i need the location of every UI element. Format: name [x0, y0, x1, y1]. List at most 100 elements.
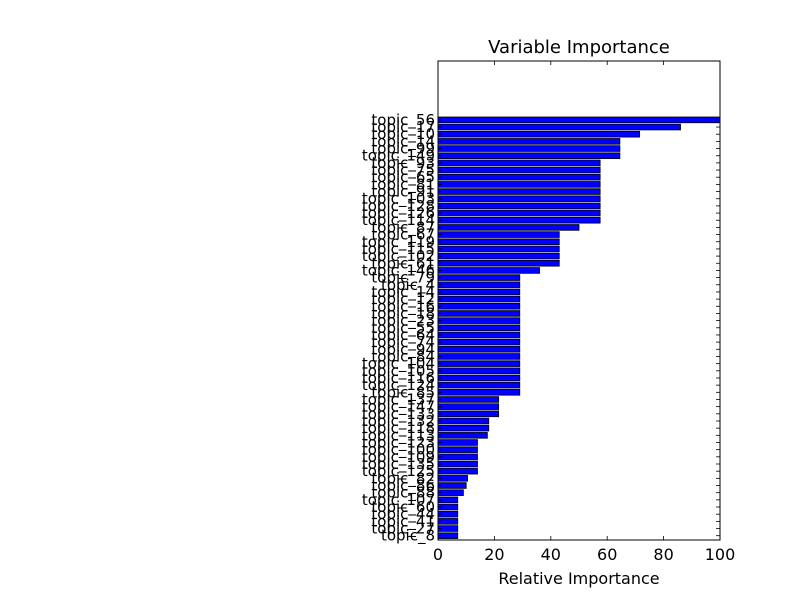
bar-topic_64 — [437, 331, 521, 339]
bar-topic_128 — [437, 202, 601, 210]
bar-topic_149 — [437, 152, 621, 159]
y-tick-label: topic_94 — [371, 340, 435, 359]
bar-topic_87 — [437, 224, 580, 231]
bar-topic_146 — [437, 267, 540, 274]
bar-topic_116 — [437, 374, 521, 382]
y-tick-label: topic_119 — [362, 233, 435, 252]
x-axis-label: Relative Importance — [498, 569, 659, 588]
bar-topic_85 — [437, 389, 521, 396]
y-tick-label: topic_115 — [362, 240, 435, 259]
y-tick-label: topic_75 — [371, 161, 435, 180]
bar-topic_99 — [437, 145, 621, 152]
y-tick-label: topic_113 — [362, 426, 435, 445]
bar-topic_124 — [437, 381, 521, 389]
y-tick-label: topic_128 — [362, 197, 435, 216]
bar-topic_86 — [437, 482, 467, 489]
bar-topic_113 — [437, 432, 488, 439]
x-tick-label: 100 — [705, 545, 736, 564]
x-tick-label: 60 — [597, 545, 617, 564]
y-tick-label: topic_88 — [371, 484, 435, 503]
y-tick-label: topic_12 — [371, 290, 435, 309]
bar-topic_94 — [437, 346, 521, 353]
bar-topic_103 — [437, 195, 601, 203]
y-tick-label: topic_56 — [371, 111, 435, 130]
y-tick-label: topic_114 — [362, 211, 435, 230]
y-tick-label: topic_82 — [371, 469, 435, 488]
bar-topic_123 — [437, 439, 478, 446]
bar-topic_100 — [437, 446, 478, 453]
bar-topic_74 — [437, 338, 521, 346]
y-tick-label: topic_105 — [362, 362, 435, 381]
y-tick-label: topic_65 — [371, 168, 435, 187]
y-tick-label: topic_93 — [371, 154, 435, 173]
bar-topic_84 — [437, 353, 521, 360]
bar-topic_17 — [437, 123, 681, 131]
y-tick-label: topic_124 — [362, 376, 435, 395]
y-tick-label: topic_4 — [381, 276, 435, 295]
bar-topic_14 — [437, 288, 521, 296]
bar-topic_109 — [437, 453, 478, 461]
y-tick-label: topic_14 — [371, 132, 435, 151]
y-tick-label: topic_17 — [371, 118, 435, 137]
y-tick-label: topic_85 — [371, 383, 435, 402]
bar-topic_4 — [437, 281, 521, 289]
y-tick-label: topic_27 — [371, 520, 435, 539]
bar-topic_16 — [437, 303, 521, 310]
y-tick-label: topic_132 — [362, 412, 435, 431]
y-tick-label: topic_107 — [362, 491, 435, 510]
bar-topic_81 — [437, 181, 601, 188]
y-tick-label: topic_81 — [371, 175, 435, 194]
y-tick-label: topic_146 — [362, 261, 435, 280]
bar-topic_104 — [437, 360, 521, 367]
bar-topic_135 — [437, 460, 478, 468]
y-tick-label: topic_79 — [371, 269, 435, 288]
bar-topic_133 — [437, 410, 500, 418]
y-tick-label: topic_149 — [362, 147, 435, 166]
bar-topic_102 — [437, 252, 560, 260]
bar-topic_115 — [437, 245, 560, 253]
y-tick-label: topic_103 — [362, 190, 435, 209]
y-tick-label: topic_44 — [371, 505, 435, 524]
bar-topic_18 — [437, 310, 521, 317]
y-tick-label: topic_91 — [371, 183, 435, 202]
y-tick-label: topic_118 — [362, 419, 435, 438]
y-tick-label: topic_10 — [371, 125, 435, 144]
bar-topic_132 — [437, 417, 490, 425]
plot-frame — [437, 60, 721, 541]
y-tick-label: topic_126 — [362, 204, 435, 223]
bar-topic_61 — [437, 259, 560, 267]
bar-topic_75 — [437, 166, 601, 174]
bar-topic_67 — [437, 231, 560, 238]
y-tick-label: topic_87 — [371, 218, 435, 237]
bar-topic_23 — [437, 317, 521, 324]
bar-topic_65 — [437, 173, 601, 181]
y-tick-label: topic_123 — [362, 433, 435, 452]
y-tick-label: topic_64 — [371, 326, 435, 345]
y-tick-label: topic_18 — [371, 304, 435, 323]
x-tick-label: 80 — [653, 545, 673, 564]
y-tick-label: topic_109 — [362, 448, 435, 467]
y-tick-labels: topic_56topic_17topic_10topic_14topic_99… — [362, 111, 435, 546]
bar-topic_114 — [437, 216, 601, 224]
bar-topic_119 — [437, 238, 560, 246]
y-tick-label: topic_133 — [362, 405, 435, 424]
bar-topic_79 — [437, 274, 521, 281]
bars-group — [437, 116, 721, 539]
y-tick-label: topic_100 — [362, 441, 435, 460]
y-tick-label: topic_55 — [371, 319, 435, 338]
y-tick-label: topic_23 — [371, 312, 435, 331]
y-tick-label: topic_84 — [371, 347, 435, 366]
y-tick-label: topic_14 — [371, 283, 435, 302]
bar-topic_93 — [437, 159, 601, 167]
y-tick-label: topic_137 — [362, 390, 435, 409]
bar-topic_82 — [437, 475, 469, 482]
y-tick-label: topic_8 — [381, 527, 435, 546]
bar-topic_12 — [437, 295, 521, 303]
y-tick-label: topic_135 — [362, 455, 435, 474]
bar-topic_137 — [437, 396, 500, 403]
bar-topic_125 — [437, 467, 478, 475]
bar-topic_91 — [437, 188, 601, 195]
y-tick-label: topic_125 — [362, 462, 435, 481]
x-tick-label: 40 — [541, 545, 561, 564]
bar-topic_14 — [437, 138, 621, 145]
